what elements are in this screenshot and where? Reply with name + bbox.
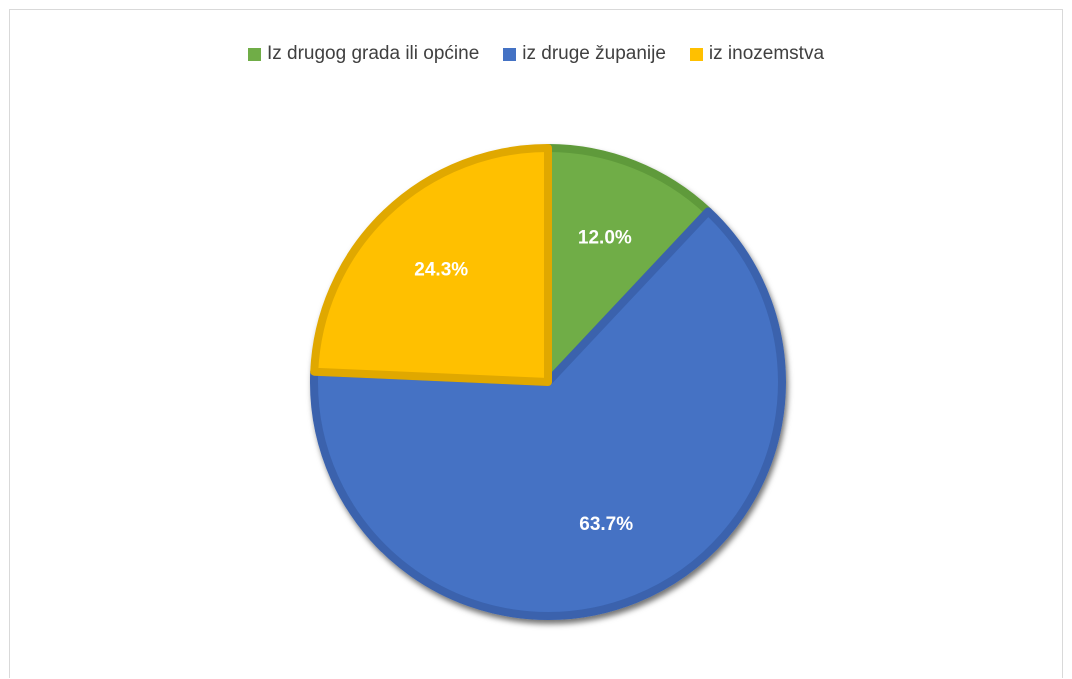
- legend-entry-drugog-grada: Iz drugog grada ili općine: [247, 43, 480, 65]
- legend-entry-inozemstva: iz inozemstva: [689, 43, 825, 65]
- data-label-inozemstva: 24.3%: [414, 259, 468, 280]
- legend-swatch-drugog-grada: [247, 47, 261, 61]
- slice-drugog-grada: [544, 144, 713, 386]
- legend-label-druge-zupanije: iz druge županije: [522, 43, 666, 64]
- legend: Iz drugog grada ili općine iz druge župa…: [10, 43, 1062, 65]
- legend-swatch-inozemstva: [689, 47, 703, 61]
- legend-entry-druge-zupanije: iz druge županije: [503, 43, 666, 65]
- legend-swatch-druge-zupanije: [503, 47, 517, 61]
- data-label-druge-zupanije: 63.7%: [579, 514, 633, 535]
- slice-druge-zupanije: [310, 207, 786, 620]
- slice-inozemstva: [310, 144, 552, 386]
- legend-label-inozemstva: iz inozemstva: [708, 43, 825, 64]
- pie-slices: [310, 144, 786, 620]
- data-label-drugog-grada: 12.0%: [578, 227, 632, 248]
- legend-label-drugog-grada: Iz drugog grada ili općine: [266, 43, 480, 64]
- chart-frame: Iz drugog grada ili općine iz druge župa…: [9, 9, 1063, 678]
- pie-chart: 12.0% 63.7% 24.3%: [310, 144, 786, 620]
- pie-data-labels: 12.0% 63.7% 24.3%: [414, 227, 633, 535]
